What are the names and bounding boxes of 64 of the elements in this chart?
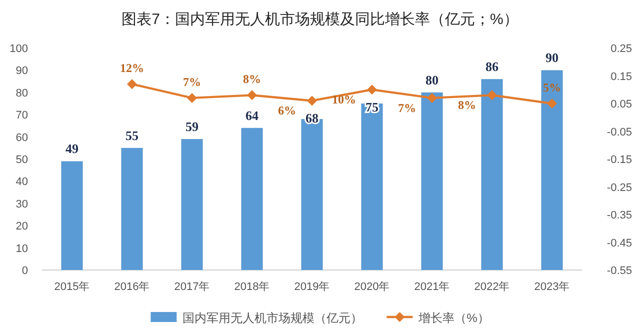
y-tick-label: 20 [16, 220, 28, 233]
data-label: 8% [243, 72, 261, 86]
y2-tick-label: -0.55 [606, 265, 632, 277]
bar [541, 70, 563, 270]
data-label: 55 [126, 128, 139, 143]
chart-title: 图表7：国内军用无人机市场规模及同比增长率（亿元；%） [122, 11, 518, 28]
bar [421, 92, 443, 270]
x-tick-label: 2019年 [294, 281, 330, 293]
y-tick-label: 50 [16, 154, 28, 166]
legend-label: 增长率（%） [418, 311, 490, 325]
x-tick-label: 2015年 [54, 281, 90, 293]
point [247, 90, 257, 100]
y2-tick-label: -0.05 [606, 126, 632, 138]
data-label: 80 [426, 72, 438, 88]
x-tick-label: 2020年 [354, 281, 390, 293]
bar [121, 148, 143, 270]
bar [361, 104, 383, 270]
y-tick-label: 100 [10, 43, 28, 55]
data-label: 86 [486, 59, 499, 74]
point [547, 98, 557, 108]
bar [181, 139, 203, 270]
y-tick-label: 90 [16, 65, 28, 78]
y-tick-label: 80 [16, 87, 28, 100]
y2-tick-label: -0.35 [606, 210, 632, 222]
x-tick-label: 2018年 [234, 281, 270, 293]
y2-tick-label: -0.25 [606, 182, 632, 194]
legend-label: 国内军用无人机市场规模（亿元） [182, 311, 363, 325]
y2-tick-label: 0.15 [610, 70, 632, 83]
data-label: 49 [66, 141, 79, 156]
point [427, 92, 437, 103]
data-label: 7% [398, 100, 416, 115]
y-tick-label: 60 [16, 132, 28, 144]
y-tick-label: 10 [16, 242, 28, 255]
bar [61, 161, 83, 270]
data-label: 12% [120, 61, 144, 76]
data-label: 64 [246, 108, 259, 123]
y2-tick-label: -0.45 [606, 237, 632, 250]
data-label: 10% [332, 92, 356, 107]
y-tick-label: 30 [16, 198, 28, 210]
data-label: 6% [278, 104, 296, 118]
data-label: 7% [183, 74, 201, 89]
x-tick-label: 2022年 [474, 281, 510, 293]
bar [241, 128, 263, 270]
bar [481, 79, 503, 270]
point [487, 90, 497, 100]
point [307, 96, 317, 106]
x-tick-label: 2016年 [114, 281, 150, 293]
x-tick-label: 2023年 [534, 281, 570, 293]
y-tick-label: 40 [16, 176, 28, 188]
x-tick-label: 2021年 [414, 281, 450, 293]
data-label: 5% [543, 80, 561, 94]
y-tick-label: 70 [16, 110, 28, 122]
point [127, 79, 137, 90]
data-label: 75 [366, 100, 379, 115]
data-label: 90 [546, 50, 558, 66]
x-tick-label: 2017年 [174, 281, 210, 293]
y2-tick-label: 0.25 [610, 43, 632, 55]
y-tick-label: 0 [22, 265, 28, 277]
point [367, 84, 377, 95]
y2-tick-label: 0.05 [610, 98, 632, 110]
data-label: 8% [458, 98, 476, 112]
data-label: 59 [186, 119, 199, 134]
y2-tick-label: -0.15 [606, 154, 632, 166]
point [187, 92, 197, 103]
